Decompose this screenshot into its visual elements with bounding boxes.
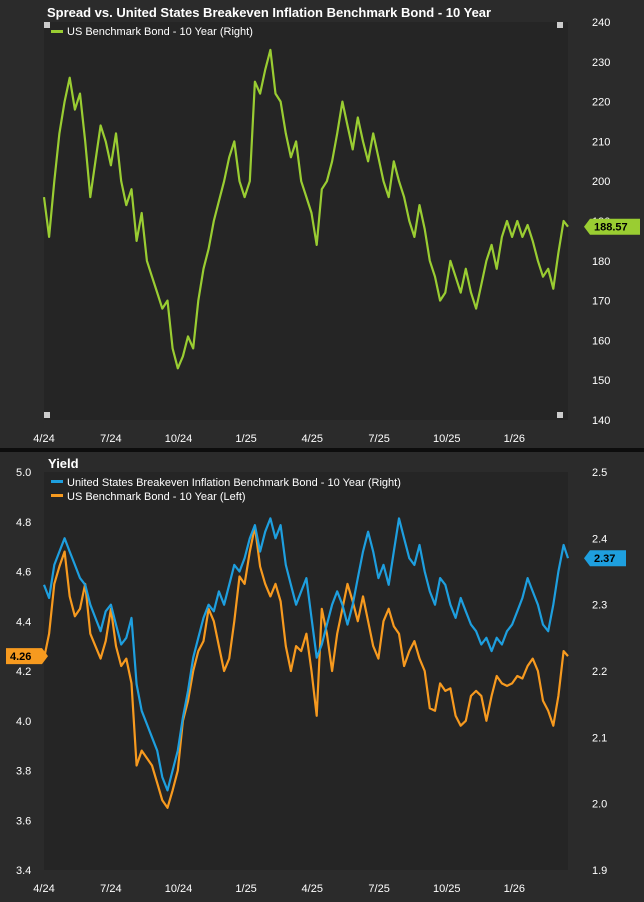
yield-chart-title: Yield <box>48 456 79 471</box>
x-tick-label: 7/24 <box>100 433 121 445</box>
x-tick-label: 10/24 <box>165 883 193 895</box>
right-axis-tick-label: 1.9 <box>592 865 607 877</box>
x-tick-label: 4/24 <box>33 433 54 445</box>
legend-swatch-spread <box>51 30 63 33</box>
x-tick-label: 10/25 <box>433 883 461 895</box>
yield-series-layer <box>42 517 570 809</box>
x-tick-label: 10/24 <box>165 433 193 445</box>
x-tick-label: 1/25 <box>235 433 256 445</box>
x-tick-label: 4/25 <box>302 433 323 445</box>
right-axis-tick-label: 200 <box>592 176 610 188</box>
left-axis-tick-label: 4.8 <box>16 517 31 529</box>
yield-left-axis: 3.4 3.6 3.8 4.0 4.2 4.4 4.6 4.8 5.0 <box>16 467 31 877</box>
plot-handle-tl[interactable] <box>44 22 50 28</box>
right-axis-tick-label: 2.1 <box>592 732 607 744</box>
last-value-label-right: 188.57 <box>594 222 628 234</box>
x-tick-label: 7/25 <box>368 883 389 895</box>
series-line-left <box>42 525 569 809</box>
x-tick-label: 7/25 <box>368 433 389 445</box>
legend-swatch-breakeven <box>51 480 63 483</box>
yield-chart: Yield United States Breakeven Inflation … <box>6 456 626 895</box>
left-axis-tick-label: 4.0 <box>16 716 31 728</box>
right-axis-tick-label: 240 <box>592 17 610 29</box>
yield-last-value-badges: 4.26 2.37 <box>6 550 626 665</box>
x-tick-label: 1/25 <box>235 883 256 895</box>
spread-plot-area <box>44 22 568 420</box>
left-axis-tick-label: 4.4 <box>16 616 31 628</box>
yield-x-axis: 4/24 7/24 10/24 1/25 4/25 7/25 10/25 1/26 <box>33 883 525 895</box>
right-axis-tick-label: 2.0 <box>592 799 607 811</box>
x-tick-label: 10/25 <box>433 433 461 445</box>
last-value-badge-left <box>6 648 48 665</box>
right-axis-tick-label: 180 <box>592 256 610 268</box>
plot-handle-br[interactable] <box>557 412 563 418</box>
spread-last-value-badges: 188.57 <box>584 218 640 235</box>
left-axis-tick-label: 3.8 <box>16 766 31 778</box>
plot-handle-tr[interactable] <box>557 22 563 28</box>
right-axis-tick-label: 2.4 <box>592 533 607 545</box>
right-axis-tick-label: 2.2 <box>592 666 607 678</box>
right-axis-tick-label: 230 <box>592 57 610 69</box>
left-axis-tick-label: 4.2 <box>16 666 31 678</box>
right-axis-tick-label: 2.3 <box>592 600 607 612</box>
right-axis-tick-label: 220 <box>592 97 610 109</box>
panel-divider[interactable] <box>0 448 644 452</box>
spread-right-axis: 140150160170180190200210220230240 <box>592 17 610 427</box>
last-value-badge-right <box>584 550 626 567</box>
spread-x-axis: 4/24 7/24 10/24 1/25 4/25 7/25 10/25 1/26 <box>33 433 525 445</box>
right-axis-tick-label: 160 <box>592 335 610 347</box>
right-axis-tick-label: 140 <box>592 415 610 427</box>
x-tick-label: 1/26 <box>504 883 525 895</box>
yield-right-axis: 1.9 2.0 2.1 2.2 2.3 2.4 2.5 <box>592 467 607 877</box>
left-axis-tick-label: 3.6 <box>16 815 31 827</box>
left-axis-tick-label: 5.0 <box>16 467 31 479</box>
x-tick-label: 7/24 <box>100 883 121 895</box>
right-axis-tick-label: 170 <box>592 296 610 308</box>
legend-label-spread: US Benchmark Bond - 10 Year (Right) <box>67 26 253 38</box>
right-axis-tick-label: 210 <box>592 136 610 148</box>
right-axis-tick-label: 2.5 <box>592 467 607 479</box>
legend-label-breakeven: United States Breakeven Inflation Benchm… <box>67 477 401 489</box>
spread-chart: Spread vs. United States Breakeven Infla… <box>33 5 640 445</box>
left-axis-tick-label: 3.4 <box>16 865 31 877</box>
x-tick-label: 4/25 <box>302 883 323 895</box>
series-line-right <box>42 517 570 792</box>
right-axis-tick-label: 150 <box>592 375 610 387</box>
spread-chart-title: Spread vs. United States Breakeven Infla… <box>47 5 491 20</box>
left-axis-tick-label: 4.6 <box>16 567 31 579</box>
series-line-right <box>42 48 569 370</box>
x-tick-label: 4/24 <box>33 883 54 895</box>
legend-swatch-benchmark <box>51 494 63 497</box>
yield-plot-area <box>44 472 568 870</box>
spread-series-layer <box>42 48 569 370</box>
last-value-label-right: 2.37 <box>594 553 615 565</box>
plot-handle-bl[interactable] <box>44 412 50 418</box>
x-tick-label: 1/26 <box>504 433 525 445</box>
last-value-badge-right <box>584 218 640 235</box>
legend-label-benchmark: US Benchmark Bond - 10 Year (Left) <box>67 491 246 503</box>
last-value-label-left: 4.26 <box>10 651 31 663</box>
